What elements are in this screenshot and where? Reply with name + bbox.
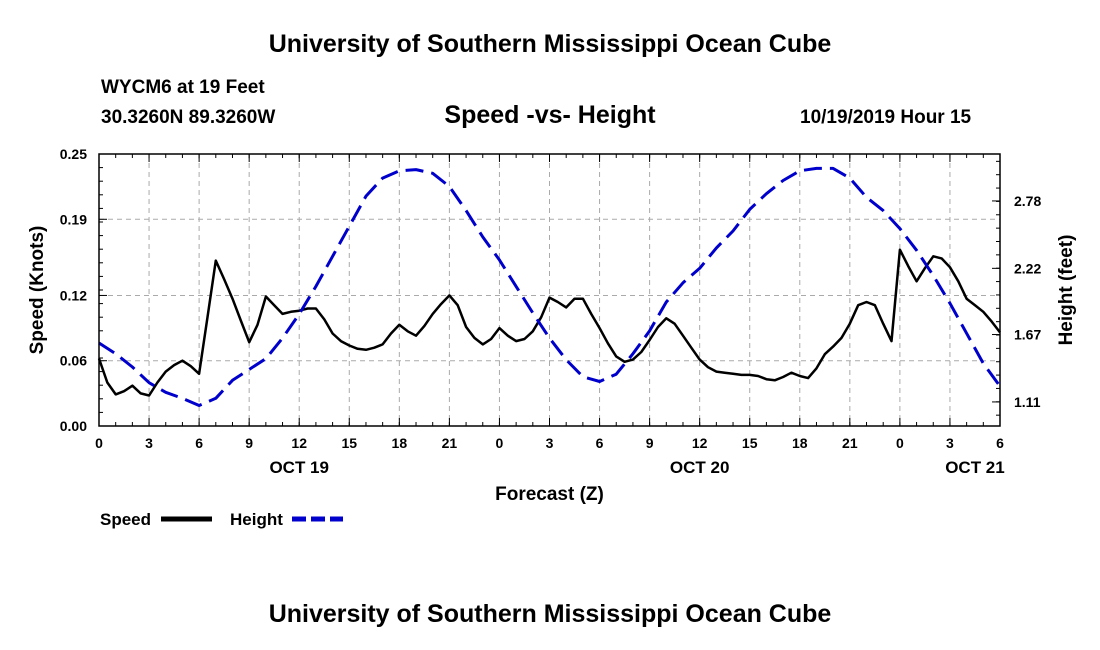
x-tick-label: 18 (392, 435, 408, 451)
x-tick-label: 0 (496, 435, 504, 451)
legend-height-label: Height (230, 510, 283, 529)
x-tick-label: 0 (95, 435, 103, 451)
x-tick-label: 21 (842, 435, 858, 451)
y2-tick-label: 2.22 (1014, 260, 1041, 276)
x-tick-label: 3 (145, 435, 153, 451)
x-tick-label: 6 (195, 435, 203, 451)
y-tick-label: 0.12 (60, 287, 87, 303)
x-tick-label: 6 (996, 435, 1004, 451)
day-label: OCT 21 (945, 458, 1005, 477)
y2-tick-label: 1.11 (1014, 394, 1041, 410)
x-tick-label: 15 (742, 435, 758, 451)
day-label: OCT 19 (269, 458, 329, 477)
y2-tick-label: 2.78 (1014, 193, 1041, 209)
station-name: WYCM6 at 19 Feet (101, 77, 265, 98)
page-title: University of Southern Mississippi Ocean… (268, 30, 832, 58)
y-tick-label: 0.00 (60, 418, 87, 434)
day-label: OCT 20 (670, 458, 730, 477)
x-tick-label: 12 (291, 435, 307, 451)
chart-title: Speed -vs- Height (444, 101, 656, 129)
legend-speed-label: Speed (100, 510, 151, 529)
y2-tick-label: 1.67 (1014, 327, 1041, 343)
x-tick-label: 12 (692, 435, 708, 451)
x-tick-label: 21 (442, 435, 458, 451)
footer-title: University of Southern Mississippi Ocean… (268, 600, 832, 628)
x-tick-label: 9 (245, 435, 253, 451)
y-axis-title: Speed (Knots) (27, 226, 48, 355)
y2-axis-title: Height (feet) (1056, 235, 1077, 346)
y-tick-label: 0.25 (60, 146, 87, 162)
x-tick-label: 0 (896, 435, 904, 451)
x-tick-label: 6 (596, 435, 604, 451)
x-tick-label: 3 (546, 435, 554, 451)
x-tick-label: 15 (341, 435, 357, 451)
plot-frame (98, 153, 1001, 427)
y-tick-label: 0.19 (60, 211, 87, 227)
x-axis-title: Forecast (Z) (495, 484, 604, 505)
y-tick-label: 0.06 (60, 353, 87, 369)
speed-series-line (97, 248, 1001, 397)
x-tick-label: 18 (792, 435, 808, 451)
forecast-date: 10/19/2019 Hour 15 (800, 107, 972, 128)
x-tick-label: 9 (646, 435, 654, 451)
x-tick-label: 3 (946, 435, 954, 451)
station-coordinates: 30.3260N 89.3260W (101, 107, 276, 128)
